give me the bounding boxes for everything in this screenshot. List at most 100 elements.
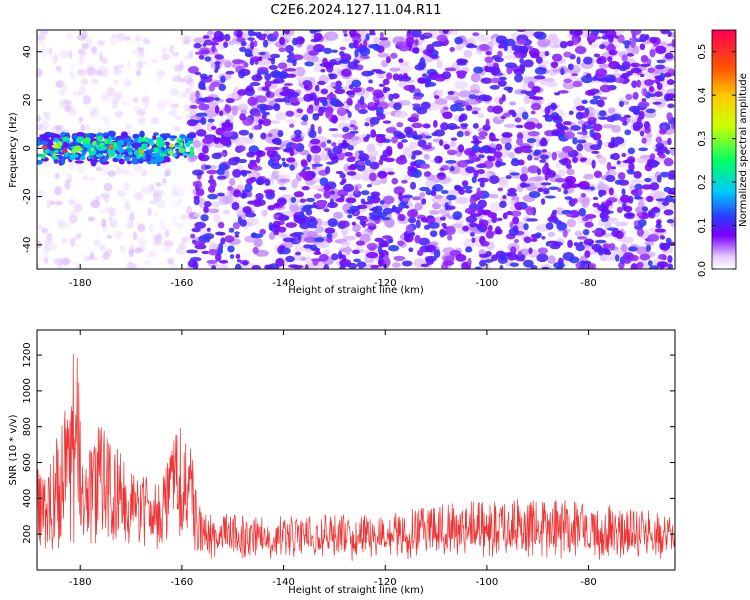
heatmap-cell	[313, 193, 322, 199]
heatmap-cell	[310, 145, 322, 154]
heatmap-cell	[443, 255, 455, 263]
heatmap-cell	[545, 81, 558, 88]
heatmap-cell	[452, 211, 463, 220]
heatmap-cell	[249, 82, 261, 87]
heatmap-cell	[289, 164, 295, 171]
heatmap-cell	[303, 93, 313, 103]
heatmap-cell	[402, 146, 414, 157]
heatmap-cell	[576, 143, 584, 152]
heatmap-cell	[468, 94, 477, 100]
heatmap-cell	[37, 159, 43, 165]
heatmap-y-tick-label: 40	[22, 45, 33, 58]
heatmap-cell	[201, 250, 210, 255]
heatmap-cell	[615, 254, 620, 262]
heatmap-cell	[319, 177, 329, 187]
heatmap-cell	[156, 200, 166, 209]
heatmap-cell	[270, 80, 280, 84]
heatmap-cell	[217, 221, 225, 229]
heatmap-cell	[400, 139, 408, 143]
heatmap-cell	[346, 90, 355, 96]
heatmap-cell	[198, 103, 210, 111]
heatmap-cell	[621, 54, 628, 62]
heatmap-cell	[291, 264, 304, 269]
heatmap-cell	[193, 240, 206, 246]
heatmap-cell	[41, 154, 46, 159]
heatmap-cell	[391, 93, 400, 99]
heatmap-cell	[609, 170, 618, 176]
heatmap-cell	[196, 129, 207, 137]
snr-y-ticks: 200 400 600 800 1000 1200	[22, 342, 675, 544]
snr-panel: -180 -160 -140 -120 -100 -80 200 400 600 800 1000…	[8, 329, 676, 596]
heatmap-cell	[121, 153, 126, 157]
heatmap-cell	[495, 143, 503, 151]
heatmap-cell	[533, 75, 546, 80]
heatmap-cell	[207, 208, 220, 214]
heatmap-cell	[206, 227, 211, 232]
heatmap-cell	[408, 216, 417, 224]
heatmap-cell	[551, 53, 563, 62]
heatmap-cell	[222, 130, 234, 138]
heatmap-cell	[311, 265, 325, 269]
heatmap-cell	[397, 141, 404, 150]
heatmap-cell	[602, 124, 615, 129]
heatmap-cell	[252, 47, 260, 58]
heatmap-cell	[323, 208, 330, 213]
heatmap-cell	[355, 243, 363, 252]
heatmap-cell	[229, 254, 235, 259]
heatmap-cell	[300, 121, 308, 126]
heatmap-cell	[614, 179, 622, 185]
heatmap-cell	[76, 232, 83, 237]
heatmap-cell	[43, 239, 53, 246]
heatmap-cell	[316, 48, 322, 52]
heatmap-cell	[533, 149, 542, 156]
heatmap-cell	[469, 232, 475, 237]
heatmap-cell	[572, 137, 578, 145]
heatmap-cell	[601, 229, 606, 236]
heatmap-cell	[278, 186, 287, 191]
heatmap-cell	[535, 232, 542, 238]
heatmap-cell	[455, 45, 463, 51]
heatmap-cell	[231, 59, 244, 65]
heatmap-cell	[54, 124, 64, 131]
heatmap-cell	[323, 184, 332, 192]
heatmap-cell	[367, 101, 375, 107]
colorbar-tick-label: 0.3	[697, 131, 708, 147]
heatmap-cell	[51, 55, 58, 65]
heatmap-cell	[621, 188, 626, 196]
heatmap-cell	[104, 195, 109, 204]
heatmap-cell	[342, 126, 350, 133]
heatmap-cell	[339, 220, 350, 228]
heatmap-cell	[591, 159, 596, 169]
heatmap-cell	[129, 171, 135, 177]
heatmap-cell	[627, 147, 636, 155]
heatmap-cell	[245, 217, 259, 226]
heatmap-cell	[640, 54, 649, 63]
heatmap-cell	[161, 247, 172, 253]
heatmap-cell	[275, 139, 282, 146]
heatmap-cell	[65, 224, 72, 231]
heatmap-cell	[576, 56, 581, 65]
heatmap-cell	[391, 136, 398, 144]
heatmap-cell	[203, 109, 217, 119]
heatmap-cell	[252, 198, 262, 208]
heatmap-cell	[114, 110, 123, 118]
heatmap-cell	[123, 155, 131, 162]
heatmap-cell	[537, 38, 551, 48]
heatmap-cell	[331, 133, 344, 138]
heatmap-cell	[446, 194, 457, 201]
heatmap-cell	[622, 120, 628, 126]
heatmap-cell	[234, 263, 242, 269]
heatmap-cell	[190, 233, 196, 239]
heatmap-cell	[361, 201, 373, 205]
heatmap-cell	[547, 33, 558, 43]
heatmap-cell	[106, 234, 113, 240]
snr-x-tick-label: -160	[171, 577, 194, 588]
heatmap-cell	[412, 30, 422, 38]
heatmap-cell	[178, 147, 186, 154]
heatmap-cell	[193, 37, 207, 44]
heatmap-cell	[445, 95, 455, 101]
heatmap-cell	[93, 113, 103, 120]
heatmap-cell	[73, 203, 83, 213]
heatmap-cell	[383, 87, 391, 92]
heatmap-cell	[255, 31, 263, 39]
